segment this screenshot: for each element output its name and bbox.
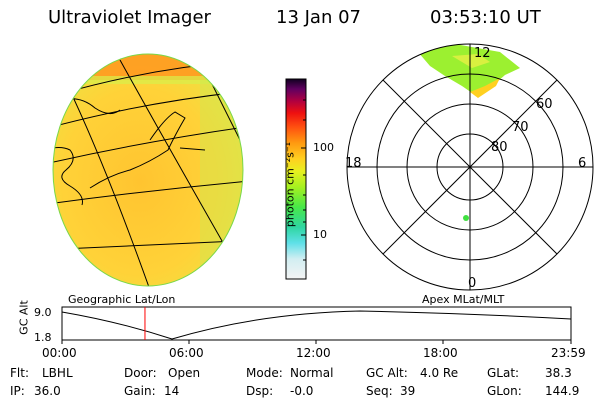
mlt-label-6: 6	[578, 156, 587, 171]
dsp-label: Dsp:	[246, 384, 274, 398]
instrument-title: Ultraviolet Imager	[48, 7, 211, 28]
glon-label: GLon:	[487, 384, 522, 398]
ip-value: 36.0	[34, 384, 61, 398]
gain-value: 14	[164, 384, 180, 398]
date-label: 13 Jan 07	[276, 7, 361, 28]
timeline-tick-0000: 00:00	[42, 346, 77, 360]
gcalt-label: GC Alt:	[366, 366, 408, 380]
timeline-tick-0600: 06:00	[169, 346, 204, 360]
mlat-label-70: 70	[512, 120, 529, 135]
glat-value: 38.3	[545, 366, 572, 380]
door-value: Open	[168, 366, 201, 380]
glat-label: GLat:	[487, 366, 520, 380]
mlt-label-0: 0	[468, 276, 477, 291]
timeline-ymax: 9.0	[34, 306, 52, 319]
timeline-tick-1800: 18:00	[423, 346, 458, 360]
mlt-label-18: 18	[345, 156, 362, 171]
polar-caption: Apex MLat/MLT	[422, 293, 505, 306]
gcalt-value: 4.0 Re	[420, 366, 459, 380]
glon-value: 144.9	[545, 384, 580, 398]
timeline-tick-2359: 23:59	[551, 346, 586, 360]
seq-label: Seq:	[366, 384, 393, 398]
mlt-label-12: 12	[474, 46, 491, 61]
mlat-label-80: 80	[491, 140, 508, 155]
timeline-axis-label: GC Alt	[17, 300, 31, 335]
timeline-ymin: 1.8	[34, 331, 52, 344]
globe-caption: Geographic Lat/Lon	[68, 293, 176, 306]
mode-label: Mode:	[246, 366, 283, 380]
mlat-label-60: 60	[536, 97, 553, 112]
mode-value: Normal	[290, 366, 334, 380]
flt-value: LBHL	[42, 366, 73, 380]
door-label: Door:	[124, 366, 157, 380]
gain-label: Gain:	[124, 384, 156, 398]
seq-value: 39	[400, 384, 416, 398]
dsp-value: -0.0	[290, 384, 314, 398]
colorbar-tick-100: 100	[313, 141, 334, 154]
timeline-tick-1200: 12:00	[296, 346, 331, 360]
flt-label: Flt:	[10, 366, 29, 380]
time-label: 03:53:10 UT	[430, 7, 541, 28]
colorbar-tick-10: 10	[313, 228, 327, 241]
ip-label: IP:	[10, 384, 25, 398]
